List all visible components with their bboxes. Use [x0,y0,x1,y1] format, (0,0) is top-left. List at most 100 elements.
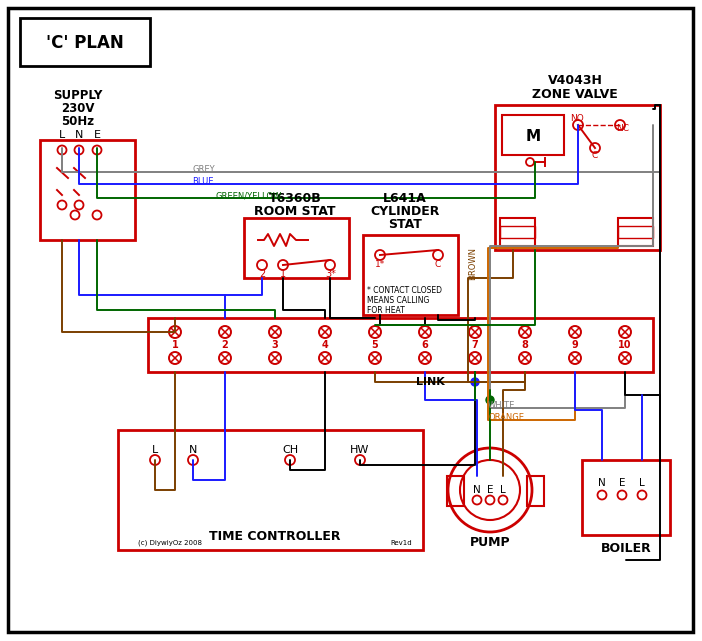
Circle shape [319,352,331,364]
Circle shape [93,146,102,154]
Text: L641A: L641A [383,192,427,204]
Text: FOR HEAT: FOR HEAT [367,306,405,315]
Text: L: L [152,445,158,455]
Text: STAT: STAT [388,217,422,231]
Circle shape [219,352,231,364]
Circle shape [597,490,607,499]
Bar [527,476,544,506]
Circle shape [433,250,443,260]
Circle shape [569,352,581,364]
Text: BROWN: BROWN [468,247,477,280]
Text: 3: 3 [272,340,279,350]
Text: 230V: 230V [61,101,95,115]
Text: E: E [618,478,625,488]
Text: M: M [525,128,541,144]
Text: 4: 4 [322,340,329,350]
Bar [148,318,653,372]
Circle shape [569,326,581,338]
Circle shape [74,146,84,154]
Text: NC: NC [616,124,629,133]
Circle shape [74,201,84,210]
Text: E: E [486,485,494,495]
Circle shape [219,326,231,338]
Circle shape [419,326,431,338]
Text: 2: 2 [222,340,228,350]
Circle shape [471,378,479,386]
Text: 6: 6 [422,340,428,350]
Text: E: E [93,130,100,140]
Text: 1: 1 [280,269,286,279]
Circle shape [486,495,494,504]
Circle shape [369,352,381,364]
Text: 'C' PLAN: 'C' PLAN [46,34,124,52]
Text: Rev1d: Rev1d [390,540,411,546]
Circle shape [469,352,481,364]
Text: NO: NO [570,113,584,122]
Text: SUPPLY: SUPPLY [53,88,102,101]
Circle shape [618,490,626,499]
Circle shape [58,201,67,210]
Bar [363,235,458,315]
Circle shape [93,210,102,219]
Circle shape [169,326,181,338]
Text: L: L [639,478,645,488]
Circle shape [269,352,281,364]
Circle shape [375,250,385,260]
Circle shape [460,460,520,520]
Bar [20,18,150,66]
Circle shape [319,326,331,338]
Text: (c) DiywiyOz 2008: (c) DiywiyOz 2008 [138,540,202,546]
Circle shape [369,326,381,338]
Text: C: C [435,260,441,269]
Circle shape [637,490,647,499]
Text: 9: 9 [571,340,578,350]
Text: L: L [59,130,65,140]
Text: 1: 1 [171,340,178,350]
Text: V4043H: V4043H [548,74,602,87]
Circle shape [573,120,583,130]
Circle shape [615,120,625,130]
Bar [582,460,670,535]
Text: N: N [598,478,606,488]
Text: 7: 7 [472,340,478,350]
Text: BOILER: BOILER [601,542,651,554]
Circle shape [269,326,281,338]
Bar [500,218,535,246]
Circle shape [469,326,481,338]
Text: CYLINDER: CYLINDER [371,204,439,217]
Text: N: N [473,485,481,495]
Bar [500,226,535,238]
Circle shape [188,455,198,465]
Text: ORANGE: ORANGE [488,413,524,422]
Bar [618,226,653,238]
Circle shape [355,455,365,465]
Circle shape [150,455,160,465]
Circle shape [619,326,631,338]
Text: ROOM STAT: ROOM STAT [254,204,336,217]
Circle shape [419,352,431,364]
Circle shape [448,448,532,532]
Circle shape [526,158,534,166]
Circle shape [278,260,288,270]
Text: PUMP: PUMP [470,535,510,549]
Circle shape [70,210,79,219]
Text: MEANS CALLING: MEANS CALLING [367,296,430,304]
Text: 10: 10 [618,340,632,350]
Bar [447,476,464,506]
Circle shape [58,146,67,154]
Text: * CONTACT CLOSED: * CONTACT CLOSED [367,285,442,294]
Text: 2: 2 [259,269,265,279]
Circle shape [257,260,267,270]
Text: HW: HW [350,445,370,455]
Bar [118,430,423,550]
Circle shape [325,260,335,270]
Circle shape [472,495,482,504]
Text: T6360B: T6360B [269,192,322,204]
Circle shape [619,352,631,364]
Circle shape [486,396,494,404]
Circle shape [519,326,531,338]
Text: BLUE: BLUE [192,177,213,186]
Bar [244,218,349,278]
Text: 5: 5 [371,340,378,350]
Bar [495,105,660,250]
